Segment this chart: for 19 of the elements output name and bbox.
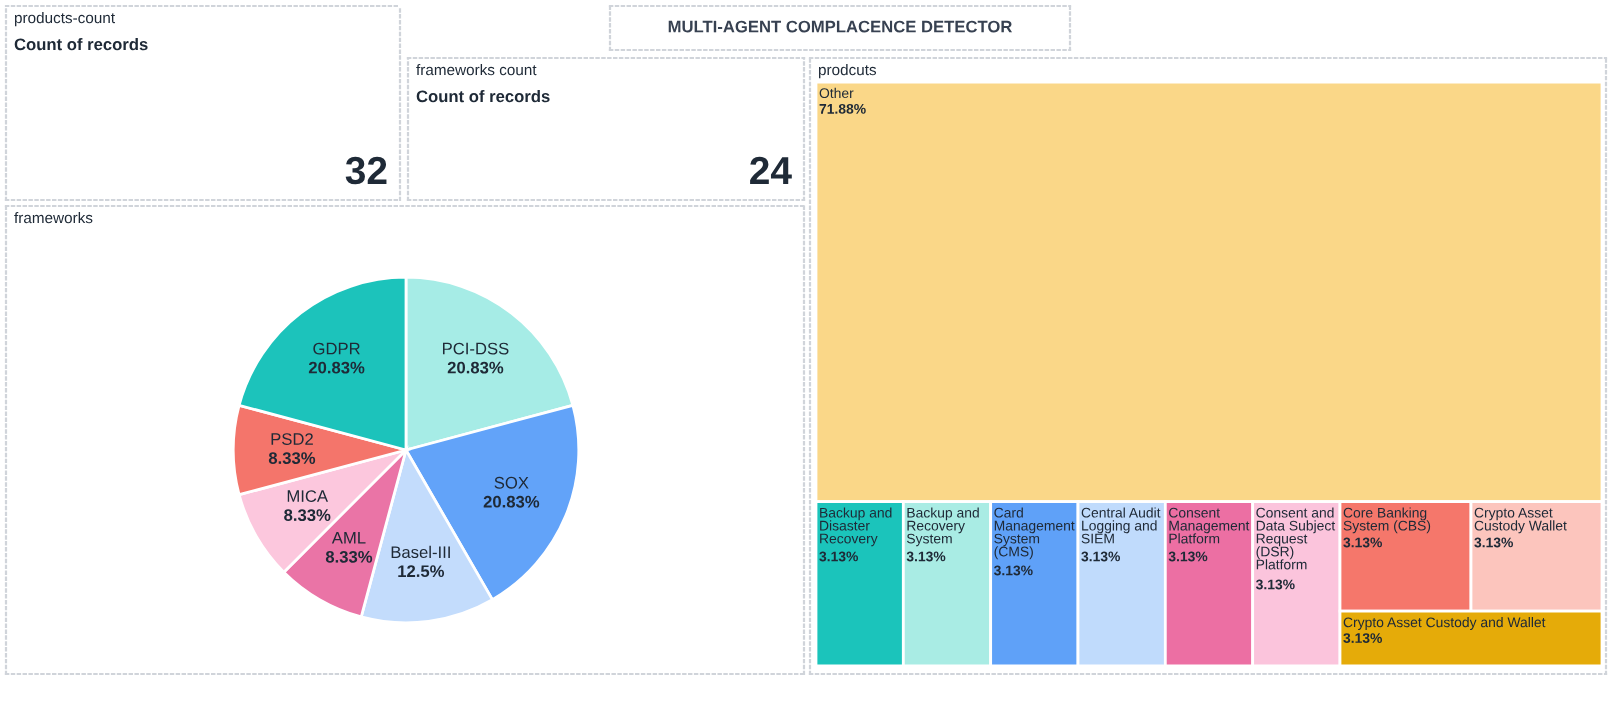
text: Count of records [14, 38, 148, 51]
data-label: 32 [345, 156, 387, 185]
slice-label: Basel-III [391, 545, 450, 559]
slice-label: GDPR [313, 342, 360, 355]
slice-label: PCI-DSS [443, 342, 509, 355]
data-label: 8.33% [284, 509, 331, 522]
data-label: 20.83% [483, 495, 540, 508]
slice-label: AML [331, 532, 366, 544]
text: Count of records [416, 90, 550, 103]
slice-label: MICA [287, 490, 329, 502]
text: MULTI-AGENT COMPLACENCE DETECTOR [668, 20, 1013, 33]
data-label: 20.83% [308, 361, 365, 374]
data-label: 20.83% [447, 361, 504, 374]
data-label: 8.33% [325, 550, 373, 563]
data-label: 8.33% [268, 452, 316, 464]
data-label: 12.5% [398, 565, 445, 578]
slice-label: SOX [494, 476, 529, 489]
slice-label: PSD2 [271, 433, 313, 445]
data-label: 24 [750, 156, 792, 184]
